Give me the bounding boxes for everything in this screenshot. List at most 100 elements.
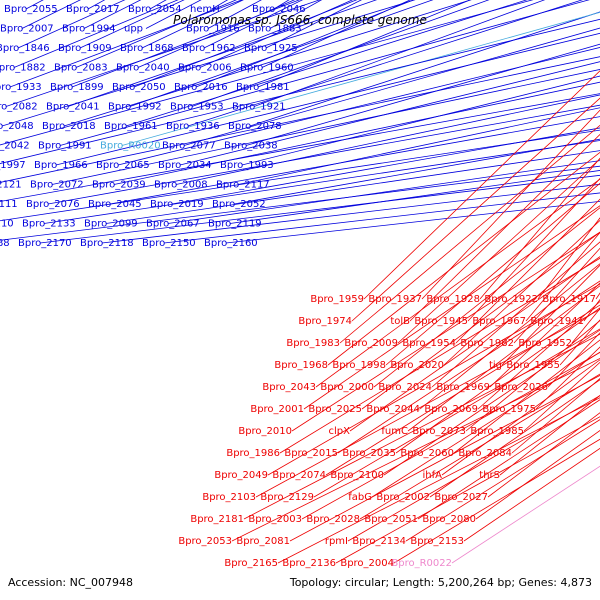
leader-line	[351, 97, 600, 322]
gene-label: Bpro_1846	[0, 43, 50, 54]
leader-line	[225, 200, 600, 244]
gene-label: Bpro_2134	[352, 536, 406, 547]
gene-label: Bpro_2008	[154, 180, 208, 191]
leader-line	[441, 359, 600, 476]
leader-line	[109, 116, 600, 205]
leader-line	[397, 158, 600, 344]
gene-label: Bpro_2181	[190, 514, 244, 525]
gene-label: Bpro_2110	[0, 219, 14, 230]
gene-label: Bpro_1933	[0, 82, 42, 93]
leader-line	[5, 0, 321, 107]
gene-label: Bpro_2026	[494, 382, 548, 393]
gene-label: Bpro_2111	[0, 199, 18, 210]
leader-line	[453, 339, 600, 454]
leader-line	[71, 0, 301, 88]
gene-label: fumC	[381, 426, 408, 437]
gene-label: Bpro_2024	[378, 382, 432, 393]
gene-label: Bpro_1954	[402, 338, 456, 349]
leader-line	[383, 329, 600, 476]
gene-label: Bpro_2046	[252, 4, 306, 15]
gene-label: Bpro_2006	[178, 63, 232, 74]
gene-label: Bpro_2170	[18, 238, 72, 249]
leader-line	[393, 438, 600, 564]
gene-label: Bpro_2069	[424, 404, 478, 415]
gene-label: Bpro_2119	[208, 219, 262, 230]
gene-label: Bpro_2034	[158, 160, 212, 171]
gene-label: Bpro_2049	[214, 470, 268, 481]
gene-label: Bpro_1992	[108, 102, 162, 113]
leader-line	[335, 416, 600, 564]
leader-line	[337, 280, 600, 454]
gene-label: Bpro_2065	[96, 160, 150, 171]
gene-label: Bpro_R0022	[391, 558, 452, 569]
leader-line	[0, 129, 600, 222]
leader-line	[249, 11, 600, 127]
gene-label: Bpro_1928	[426, 294, 480, 305]
gene-label: Bpro_2040	[116, 63, 170, 74]
leader-line	[479, 157, 600, 300]
gene-label: Bpro_1962	[182, 43, 236, 54]
leader-line	[429, 379, 600, 498]
gene-label: Bpro_1985	[470, 426, 524, 437]
leader-line	[63, 0, 472, 127]
leader-line	[1, 0, 416, 127]
gene-label: Bpro_1909	[58, 43, 112, 54]
leader-line	[289, 374, 600, 542]
gene-label: Bpro_2002	[376, 492, 430, 503]
gene-label: Bpro_2035	[342, 448, 396, 459]
leader-line	[167, 160, 600, 224]
leader-line	[253, 0, 546, 107]
gene-label: Bpro_2100	[330, 470, 384, 481]
leader-line	[325, 304, 600, 476]
leader-line	[277, 397, 600, 564]
leader-line	[267, 283, 600, 476]
leader-line	[9, 0, 243, 88]
gene-label: Bpro_1966	[34, 160, 88, 171]
leader-line	[359, 373, 600, 520]
leader-line	[431, 241, 600, 388]
leader-line	[237, 107, 600, 185]
gene-label: Bpro_2018	[42, 121, 96, 132]
gene-label: Bpro_2054	[128, 4, 182, 15]
gene-label: Bpro_1921	[232, 102, 286, 113]
gene-label: Bpro_2160	[204, 238, 258, 249]
leader-line	[0, 0, 534, 146]
leader-line	[279, 257, 600, 454]
gene-label: Bpro_R0020	[100, 141, 161, 152]
gene-label: Bpro_2153	[410, 536, 464, 547]
leader-line	[419, 263, 600, 410]
leader-line	[257, 0, 471, 88]
leader-line	[0, 165, 600, 241]
leader-line	[363, 70, 600, 300]
gene-label: Bpro_2003	[248, 514, 302, 525]
gene-label: Bpro_1969	[436, 382, 490, 393]
gene-label: hemH	[190, 4, 220, 15]
gene-label: Bpro_2121	[0, 180, 22, 191]
gene-label: Bpro_2017	[66, 4, 120, 15]
leader-line	[273, 0, 290, 10]
gene-label: Bpro_2044	[366, 404, 420, 415]
gene-label: Bpro_1917	[542, 294, 596, 305]
gene-label: Bpro_2073	[412, 426, 466, 437]
gene-label: Bpro_1982	[460, 338, 514, 349]
gene-label: Bpro_1953	[170, 102, 224, 113]
gene-label: clpX	[329, 426, 351, 437]
gene-label: Bpro_2009	[344, 338, 398, 349]
gene-label: Bpro_2015	[284, 448, 338, 459]
gene-label: Bpro_2081	[236, 536, 290, 547]
gene-label: Bpro_2076	[26, 199, 80, 210]
gene-label: Bpro_1993	[220, 160, 274, 171]
gene-label: Bpro_1925	[244, 43, 298, 54]
gene-label: Bpro_2080	[422, 514, 476, 525]
leader-line	[463, 447, 600, 542]
leader-line	[475, 430, 600, 520]
leader-line	[129, 0, 434, 107]
leader-line	[125, 0, 528, 127]
leader-line	[195, 0, 415, 88]
gene-label: Bpro_2027	[434, 492, 488, 503]
gene-label: Bpro_2042	[0, 141, 30, 152]
leader-line	[455, 198, 600, 344]
gene-label: Bpro_2001	[250, 404, 304, 415]
